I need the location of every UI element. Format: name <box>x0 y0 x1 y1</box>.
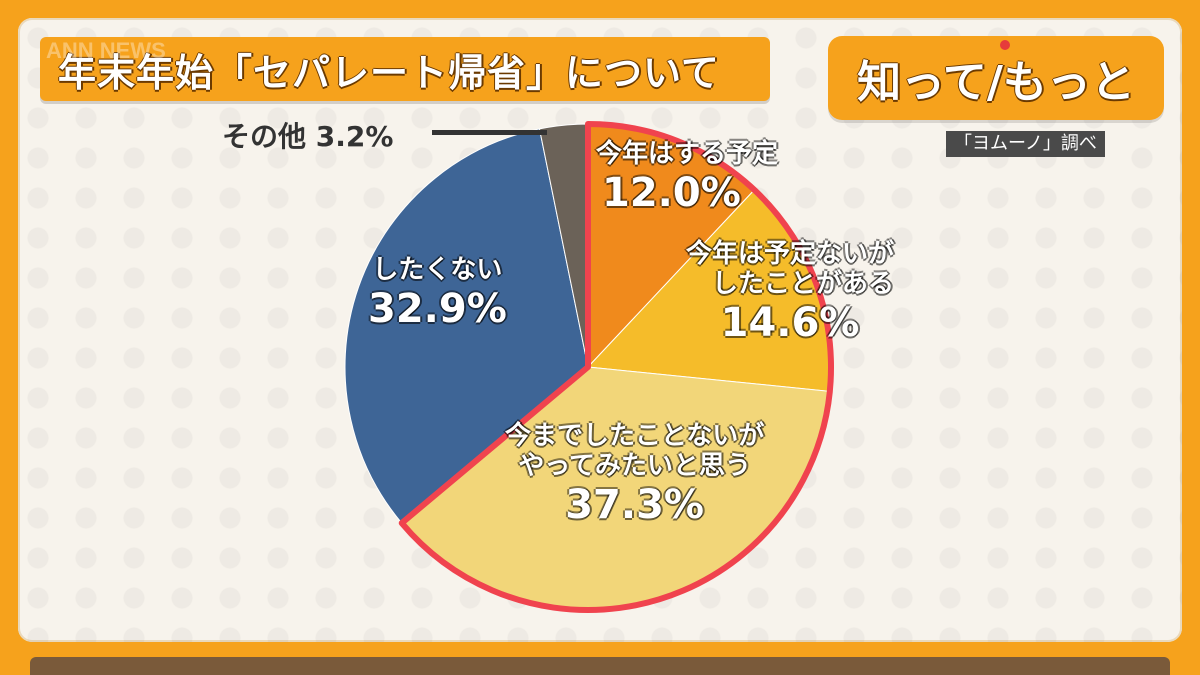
label-not-want-value: 32.9% <box>368 285 507 332</box>
brand-logo: 知って/もっと <box>828 36 1164 120</box>
label-not-want-name: したくない <box>372 255 503 285</box>
highlight-outline <box>398 121 834 613</box>
label-experienced-value: 14.6% <box>720 299 860 346</box>
label-experienced: 今年は予定ないが したことがある 14.6% <box>686 239 895 346</box>
label-not-want: したくない 32.9% <box>368 255 507 332</box>
label-want-line1: 今までしたことないが <box>505 421 765 451</box>
bottom-ticker-bar <box>30 657 1170 675</box>
label-experienced-line2: したことがある <box>712 268 895 299</box>
label-want-value: 37.3% <box>565 481 704 528</box>
label-want-line2: やってみたいと思う <box>518 450 751 481</box>
chart-title: 年末年始「セパレート帰省」について <box>58 50 720 95</box>
label-plan-name: 今年はする予定 <box>596 139 779 169</box>
leader-line-other <box>432 130 547 135</box>
label-want: 今までしたことないが やってみたいと思う 37.3% <box>505 421 765 528</box>
title-banner: 年末年始「セパレート帰省」について <box>40 37 770 101</box>
source-credit: 「ヨムーノ」調べ <box>946 131 1105 157</box>
channel-watermark: ANN NEWS <box>46 38 166 63</box>
label-plan-value: 12.0% <box>602 169 741 216</box>
label-plan: 今年はする予定 12.0% <box>596 139 779 216</box>
brand-text: 知って/もっと <box>857 57 1135 108</box>
brand-dot-icon <box>1000 40 1010 50</box>
label-other: その他 3.2% <box>222 120 394 153</box>
pie-slice-3 <box>344 128 589 524</box>
label-experienced-line1: 今年は予定ないが <box>686 239 895 269</box>
